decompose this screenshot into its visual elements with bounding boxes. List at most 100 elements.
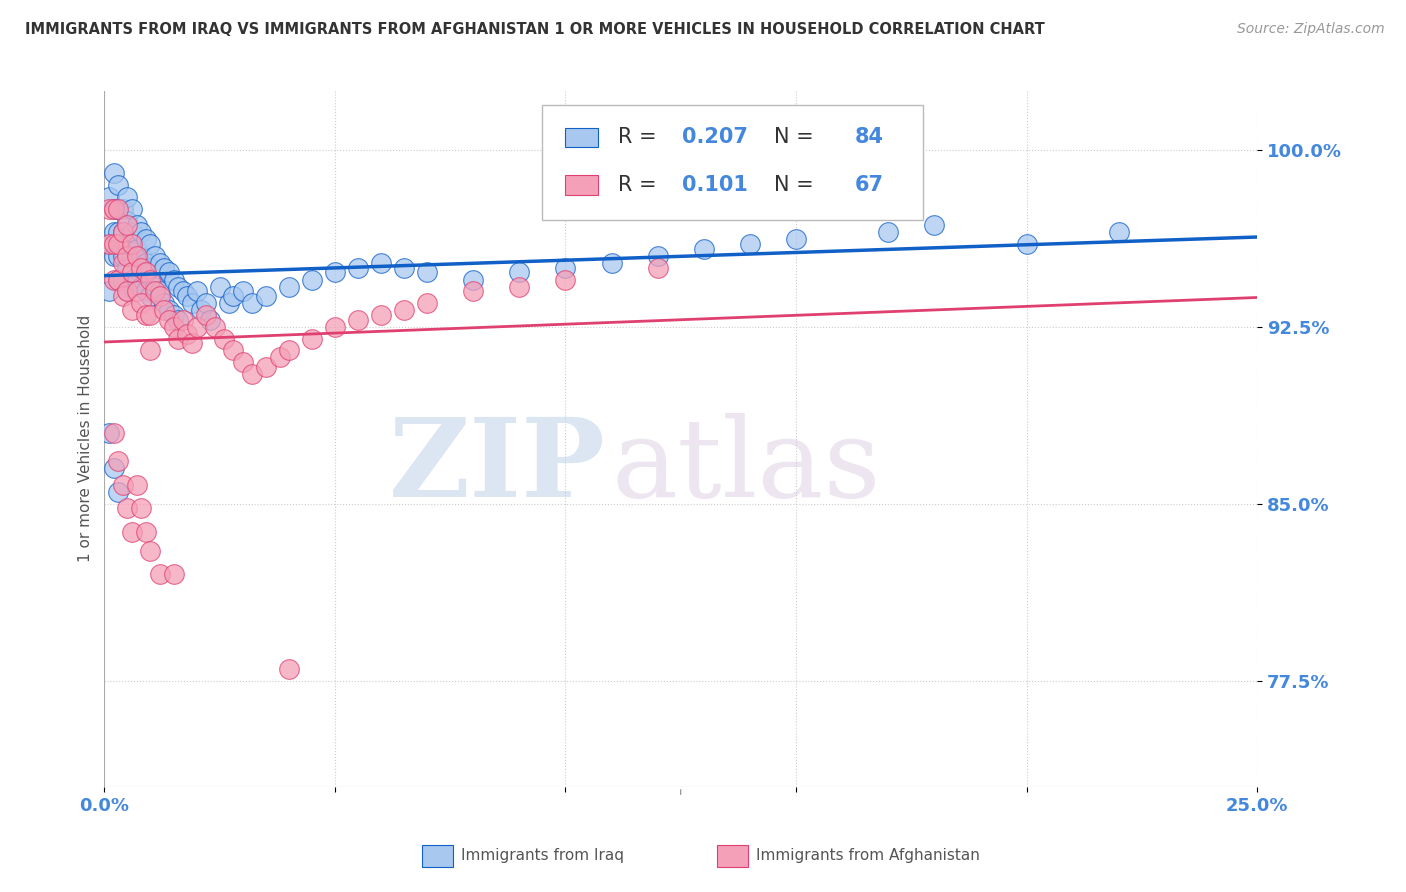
Point: [222, 289, 245, 303]
Point: [277, 343, 299, 358]
Point: [107, 237, 129, 252]
Point: [139, 343, 162, 358]
Point: [508, 265, 530, 279]
Point: [135, 232, 157, 246]
Point: [1108, 226, 1130, 240]
Point: [463, 285, 485, 299]
Point: [117, 219, 139, 233]
Point: [370, 256, 392, 270]
Text: ZIP: ZIP: [389, 413, 606, 520]
Point: [125, 242, 148, 256]
Point: [107, 226, 129, 240]
Text: atlas: atlas: [612, 413, 882, 520]
Point: [647, 249, 669, 263]
Text: 84: 84: [855, 128, 884, 147]
Point: [117, 237, 139, 252]
Point: [167, 279, 190, 293]
Point: [107, 178, 129, 193]
Point: [103, 461, 125, 475]
Point: [117, 285, 139, 299]
Point: [107, 202, 129, 216]
Point: [416, 265, 439, 279]
Point: [121, 202, 143, 216]
FancyBboxPatch shape: [565, 175, 598, 194]
Point: [129, 501, 152, 516]
Point: [347, 312, 370, 326]
Point: [121, 279, 143, 293]
Point: [269, 351, 291, 365]
Point: [111, 478, 134, 492]
Point: [508, 279, 530, 293]
Point: [135, 524, 157, 539]
Point: [111, 226, 134, 240]
Point: [139, 308, 162, 322]
Point: [232, 355, 254, 369]
Point: [194, 308, 217, 322]
Point: [370, 308, 392, 322]
Point: [208, 279, 231, 293]
Point: [125, 219, 148, 233]
Point: [190, 303, 212, 318]
Point: [392, 260, 415, 275]
Point: [143, 249, 166, 263]
Point: [176, 326, 198, 341]
Point: [149, 289, 172, 303]
Point: [111, 256, 134, 270]
Point: [103, 425, 125, 440]
Text: Source: ZipAtlas.com: Source: ZipAtlas.com: [1237, 22, 1385, 37]
Point: [98, 285, 121, 299]
Point: [117, 249, 139, 263]
Point: [416, 296, 439, 310]
FancyBboxPatch shape: [543, 104, 922, 219]
Point: [222, 343, 245, 358]
Y-axis label: 1 or more Vehicles in Household: 1 or more Vehicles in Household: [79, 315, 93, 563]
Point: [277, 662, 299, 676]
Point: [301, 332, 323, 346]
Point: [103, 166, 125, 180]
Text: 0.101: 0.101: [682, 175, 748, 194]
Point: [103, 226, 125, 240]
Point: [111, 289, 134, 303]
Point: [107, 454, 129, 468]
Point: [121, 524, 143, 539]
Point: [139, 272, 162, 286]
Point: [181, 296, 204, 310]
Text: N =: N =: [775, 128, 814, 147]
Point: [107, 249, 129, 263]
Point: [121, 265, 143, 279]
Point: [129, 260, 152, 275]
Point: [107, 484, 129, 499]
FancyBboxPatch shape: [565, 128, 598, 147]
Point: [111, 249, 134, 263]
Text: Immigrants from Afghanistan: Immigrants from Afghanistan: [756, 848, 980, 863]
Point: [129, 296, 152, 310]
Point: [153, 296, 176, 310]
Text: R =: R =: [619, 128, 664, 147]
Point: [162, 272, 184, 286]
Point: [103, 249, 125, 263]
Point: [172, 312, 194, 326]
Point: [149, 567, 172, 582]
Point: [176, 289, 198, 303]
Point: [111, 202, 134, 216]
Point: [107, 272, 129, 286]
Point: [647, 260, 669, 275]
Point: [463, 272, 485, 286]
Point: [139, 237, 162, 252]
Point: [1015, 237, 1038, 252]
Point: [98, 237, 121, 252]
Point: [98, 425, 121, 440]
Point: [117, 213, 139, 227]
Point: [103, 237, 125, 252]
Point: [232, 285, 254, 299]
Point: [240, 296, 263, 310]
Point: [125, 478, 148, 492]
Point: [738, 237, 761, 252]
Point: [924, 219, 946, 233]
Text: IMMIGRANTS FROM IRAQ VS IMMIGRANTS FROM AFGHANISTAN 1 OR MORE VEHICLES IN HOUSEH: IMMIGRANTS FROM IRAQ VS IMMIGRANTS FROM …: [25, 22, 1045, 37]
Point: [125, 285, 148, 299]
Point: [125, 249, 148, 263]
Point: [214, 332, 236, 346]
Point: [129, 279, 152, 293]
Point: [117, 260, 139, 275]
